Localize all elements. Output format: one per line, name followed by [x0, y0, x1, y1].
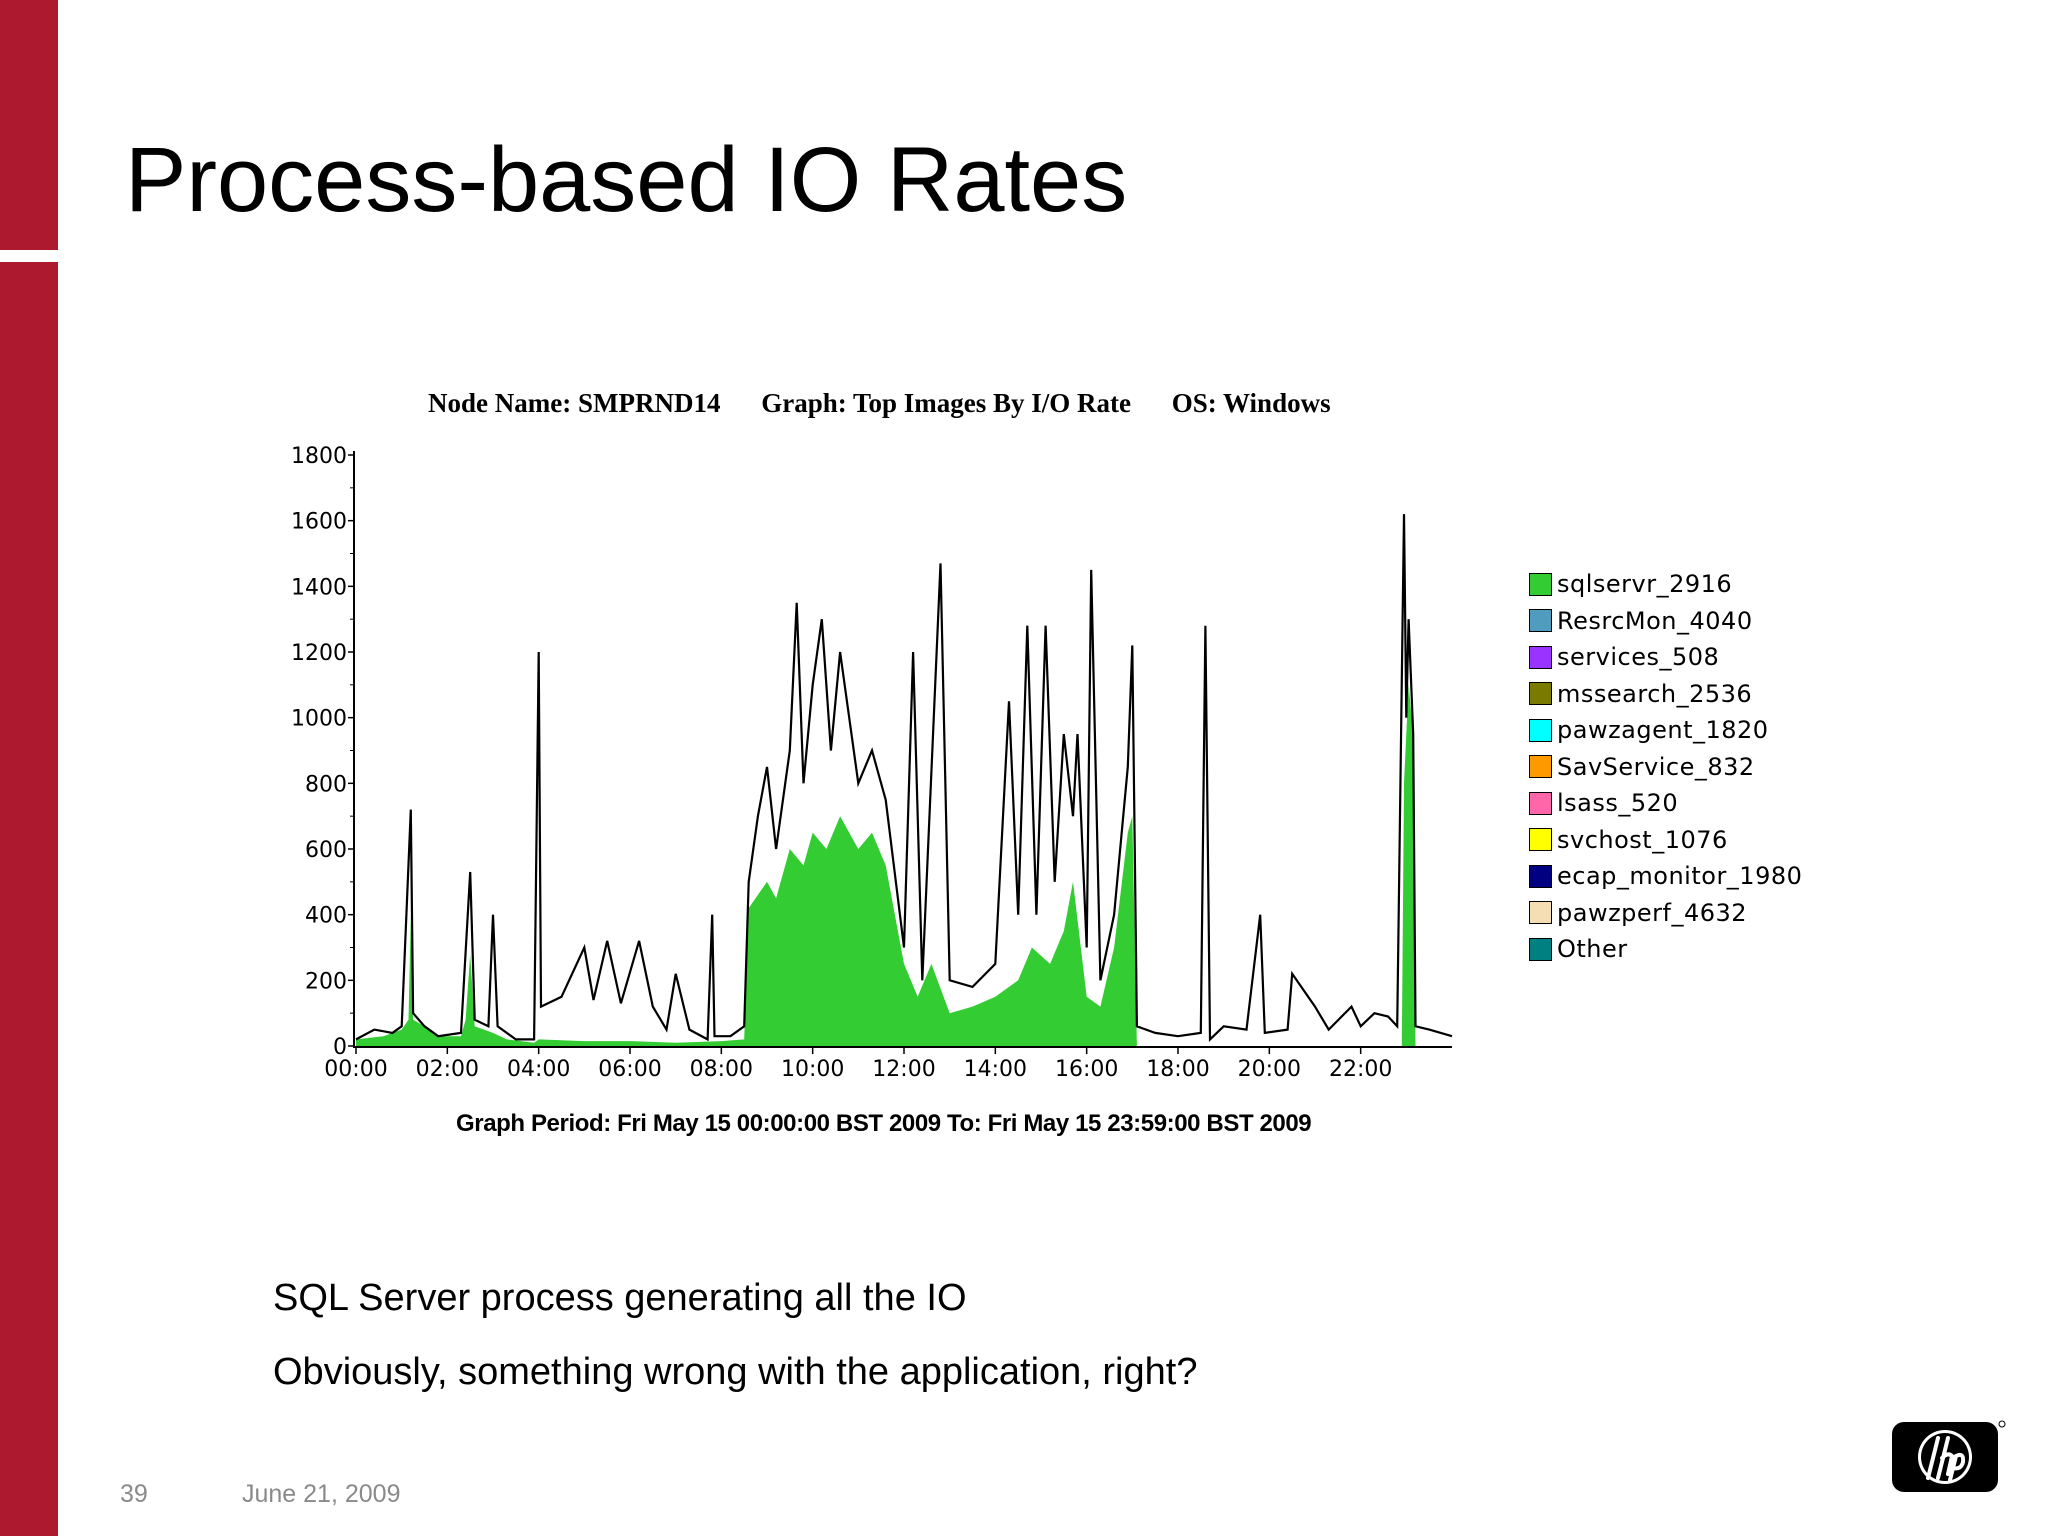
x-tick-label: 22:00 — [1329, 1057, 1392, 1082]
legend-label: mssearch_2536 — [1557, 679, 1753, 708]
y-tick-label: 1800 — [291, 444, 347, 469]
legend-swatch — [1529, 645, 1552, 669]
legend-swatch — [1529, 791, 1552, 815]
legend-swatch — [1529, 609, 1552, 633]
legend-label: ResrcMon_4040 — [1557, 606, 1753, 635]
x-tick-label: 18:00 — [1146, 1057, 1209, 1082]
bullet-text-2: Obviously, something wrong with the appl… — [273, 1351, 1198, 1393]
y-tick-label: 1000 — [291, 707, 347, 732]
legend-item: lsass_520 — [1529, 785, 1802, 822]
chart-graph-name: Graph: Top Images By I/O Rate — [761, 388, 1132, 418]
legend-label: pawzperf_4632 — [1557, 898, 1748, 927]
legend-label: services_508 — [1557, 643, 1720, 672]
legend-label: Other — [1557, 935, 1628, 964]
y-tick-label: 1200 — [291, 641, 347, 666]
legend-item: ecap_monitor_1980 — [1529, 858, 1802, 895]
legend-item: Other — [1529, 931, 1802, 968]
graph-period: Graph Period: Fri May 15 00:00:00 BST 20… — [456, 1110, 1312, 1137]
slide-title: Process-based IO Rates — [125, 129, 1128, 231]
x-tick-label: 20:00 — [1238, 1057, 1301, 1082]
chart-node-name: Node Name: SMPRND14 — [428, 388, 721, 418]
legend-swatch — [1529, 937, 1552, 961]
legend-label: sqlservr_2916 — [1557, 570, 1733, 599]
x-tick-label: 00:00 — [324, 1057, 387, 1082]
legend-label: ecap_monitor_1980 — [1557, 862, 1803, 891]
x-tick-label: 12:00 — [872, 1057, 935, 1082]
legend-label: pawzagent_1820 — [1557, 716, 1769, 745]
legend-item: mssearch_2536 — [1529, 676, 1802, 713]
x-tick-label: 08:00 — [690, 1057, 753, 1082]
chart-header: Node Name: SMPRND14 Graph: Top Images By… — [428, 388, 1365, 419]
y-tick-label: 0 — [333, 1035, 347, 1060]
legend-item: services_508 — [1529, 639, 1802, 676]
legend-item: ResrcMon_4040 — [1529, 603, 1802, 640]
legend-swatch — [1529, 755, 1552, 779]
y-tick-label: 600 — [305, 838, 347, 863]
legend-item: pawzagent_1820 — [1529, 712, 1802, 749]
legend-swatch — [1529, 828, 1552, 852]
x-tick-label: 16:00 — [1055, 1057, 1118, 1082]
accent-bar-bottom — [0, 262, 58, 1536]
x-tick-label: 14:00 — [964, 1057, 1027, 1082]
y-tick-label: 200 — [305, 969, 347, 994]
legend-label: lsass_520 — [1557, 789, 1679, 818]
bullet-text-1: SQL Server process generating all the IO — [273, 1277, 967, 1319]
legend-swatch — [1529, 718, 1552, 742]
x-tick-label: 02:00 — [416, 1057, 479, 1082]
y-tick-label: 400 — [305, 904, 347, 929]
legend-swatch — [1529, 864, 1552, 888]
series-line-total — [355, 514, 1453, 1042]
hp-logo-icon — [1892, 1420, 2006, 1492]
legend-label: svchost_1076 — [1557, 825, 1728, 854]
footer-date: June 21, 2009 — [242, 1480, 401, 1508]
legend-item: sqlservr_2916 — [1529, 566, 1802, 603]
legend-label: SavService_832 — [1557, 752, 1755, 781]
legend-item: pawzperf_4632 — [1529, 895, 1802, 932]
legend-swatch — [1529, 682, 1552, 706]
x-tick-label: 04:00 — [507, 1057, 570, 1082]
legend-item: svchost_1076 — [1529, 822, 1802, 859]
legend-swatch — [1529, 901, 1552, 925]
legend-swatch — [1529, 572, 1552, 596]
chart-os-name: OS: Windows — [1171, 388, 1331, 418]
y-tick-label: 800 — [305, 772, 347, 797]
series-area-sqlservr — [356, 684, 1452, 1046]
page-number: 39 — [120, 1480, 148, 1508]
x-tick-label: 10:00 — [781, 1057, 844, 1082]
y-tick-label: 1400 — [291, 575, 347, 600]
x-tick-label: 06:00 — [598, 1057, 661, 1082]
legend-item: SavService_832 — [1529, 749, 1802, 786]
y-tick-label: 1600 — [291, 510, 347, 535]
accent-bar-top — [0, 0, 58, 250]
